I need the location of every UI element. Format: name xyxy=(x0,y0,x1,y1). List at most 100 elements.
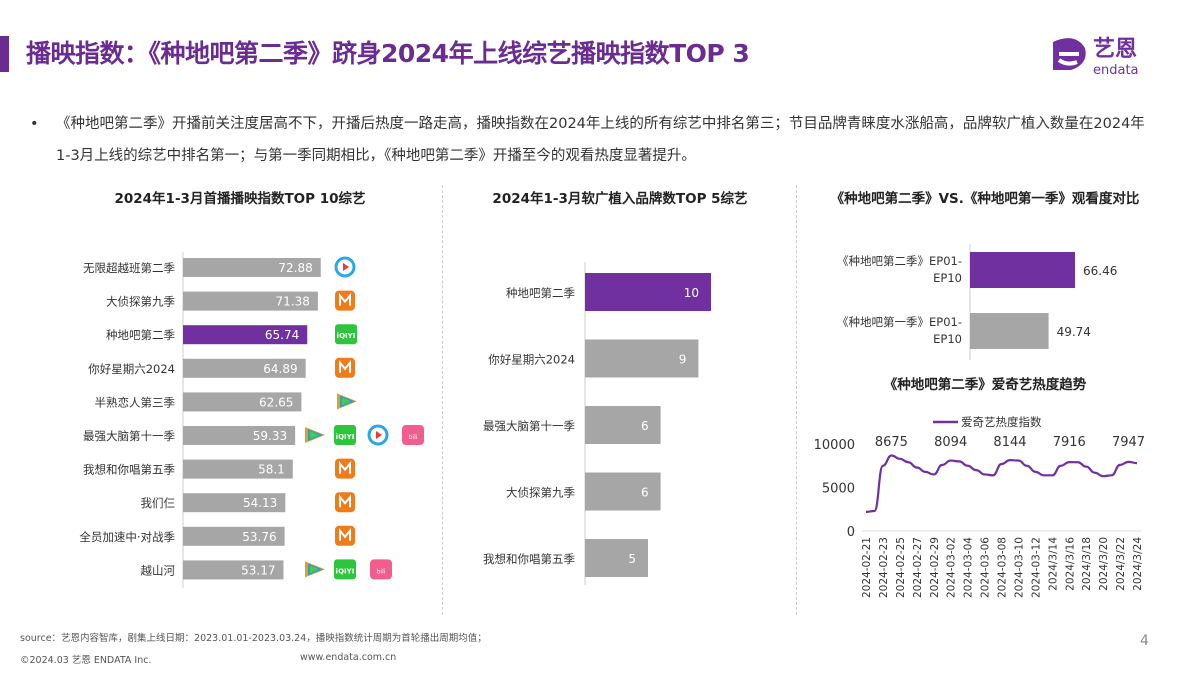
category-label: 种地吧第二季 xyxy=(106,328,175,342)
x-tick-label: 2024-02-25 xyxy=(895,537,907,598)
play-glyph xyxy=(343,263,349,271)
mango-tv-icon xyxy=(335,290,355,311)
data-label: 5 xyxy=(628,552,636,566)
data-label: 62.65 xyxy=(259,395,293,409)
divider xyxy=(796,185,797,615)
page-number: 4 xyxy=(1140,633,1149,649)
mango-tv-icon xyxy=(335,458,355,479)
category-label: 最强大脑第十一季 xyxy=(483,419,575,433)
logo-subtext: endata xyxy=(1093,63,1139,78)
iqiyi-bg xyxy=(334,559,356,580)
tencent-front xyxy=(310,565,319,574)
iqiyi-icon: iQIYI xyxy=(334,425,356,445)
x-tick-label: 2024-02-21 xyxy=(861,537,873,598)
y-tick-label: 10000 xyxy=(814,438,855,453)
youku-icon xyxy=(367,424,389,446)
category-label: 《种地吧第一季》EP01- EP10 xyxy=(837,315,962,346)
bar xyxy=(585,539,648,577)
bilibili-bg xyxy=(402,425,424,445)
copyright: ©2024.03 艺恩 ENDATA Inc. xyxy=(20,655,152,666)
title-accent-bar xyxy=(0,36,9,72)
bar xyxy=(585,472,661,511)
bar xyxy=(183,258,321,277)
data-label: 49.74 xyxy=(1057,325,1091,339)
divider xyxy=(442,185,443,615)
bar xyxy=(585,339,699,378)
category-label: 大侦探第九季 xyxy=(106,295,175,309)
category-label: 你好星期六2024 xyxy=(88,362,175,376)
endata-logo: 艺恩 endata xyxy=(1045,30,1165,80)
x-tick-label: 2024-03-06 xyxy=(980,537,992,598)
iqiyi-bg xyxy=(335,324,357,345)
chart3-title: 《种地吧第二季》VS.《种地吧第一季》观看度对比 xyxy=(830,191,1140,207)
data-label: 7916 xyxy=(1053,435,1086,450)
mango-m xyxy=(339,292,351,306)
category-label: 我想和你唱第五季 xyxy=(83,463,175,477)
data-label: 71.38 xyxy=(276,295,310,309)
mango-m xyxy=(339,528,351,541)
category-label: 大侦探第九季 xyxy=(506,486,575,500)
category-label: 《种地吧第二季》EP01- EP10 xyxy=(837,254,962,285)
data-label: 58.1 xyxy=(258,463,285,477)
data-label: 66.46 xyxy=(1083,264,1117,278)
data-label: 7947 xyxy=(1112,435,1145,450)
tencent-front xyxy=(342,397,351,406)
mango-tv-icon xyxy=(335,492,355,513)
bar xyxy=(183,325,308,345)
category-label: 全员加速中·对战季 xyxy=(79,530,175,544)
data-label: 53.17 xyxy=(241,563,275,577)
data-label: 9 xyxy=(679,353,687,367)
data-label: 53.76 xyxy=(242,530,276,544)
tencent-video-icon xyxy=(337,393,357,410)
play-glyph xyxy=(376,431,382,439)
data-label: 65.74 xyxy=(265,328,299,342)
bar xyxy=(183,291,318,311)
x-tick-label: 2024-02-27 xyxy=(912,537,924,598)
category-line: 《种地吧第一季》EP01- xyxy=(837,315,962,329)
x-tick-label: 2024/3/24 xyxy=(1132,537,1144,591)
category-label: 你好星期六2024 xyxy=(488,353,575,367)
bilibili-bg xyxy=(370,559,392,580)
data-label: 6 xyxy=(641,486,649,500)
mango-m xyxy=(339,494,351,508)
x-tick-label: 2024-03-02 xyxy=(946,537,958,598)
source-note: source：艺恩内容智库，剧集上线日期：2023.01.01-2023.03.… xyxy=(20,633,487,644)
category-line: EP10 xyxy=(933,271,962,285)
bullet-marker: • xyxy=(30,116,39,132)
category-line: EP10 xyxy=(933,332,962,346)
iqiyi-icon: iQIYI xyxy=(335,324,357,345)
x-tick-label: 2024/3/16 xyxy=(1064,537,1076,591)
data-label: 8144 xyxy=(993,435,1026,450)
bar xyxy=(585,273,711,311)
data-label: 10 xyxy=(684,286,699,300)
chart2-title: 2024年1-3月软广植入品牌数TOP 5综艺 xyxy=(492,191,748,207)
x-tick-label: 2024-03-04 xyxy=(963,537,975,598)
website-link[interactable]: www.endata.com.cn xyxy=(300,652,397,663)
tencent-front xyxy=(310,431,319,439)
youku-icon xyxy=(334,256,356,278)
y-tick-label: 0 xyxy=(847,525,855,540)
mango-tv-icon xyxy=(335,525,355,546)
data-label: 64.89 xyxy=(263,362,297,376)
bar xyxy=(970,252,1076,288)
x-tick-label: 2024-03-10 xyxy=(1013,537,1025,598)
logo-mark-icon: 艺恩 endata xyxy=(1053,36,1139,78)
x-tick-label: 2024/3/22 xyxy=(1115,537,1127,591)
bar xyxy=(183,493,286,513)
x-tick-label: 2024/3/14 xyxy=(1047,537,1059,591)
category-label: 我们仨 xyxy=(141,496,176,510)
summary-bullet: • 《种地吧第二季》开播前关注度居高不下，开播后热度一路走高，播映指数在2024… xyxy=(30,108,1150,172)
bilibili-text: bili xyxy=(377,568,386,575)
x-tick-label: 2024/3/18 xyxy=(1081,537,1093,591)
mango-m xyxy=(339,360,351,373)
bar xyxy=(585,406,661,444)
iqiyi-bg xyxy=(334,425,356,445)
category-label: 越山河 xyxy=(141,563,176,577)
iqiyi-text: iQIYI xyxy=(337,332,356,340)
x-tick-label: 2024-02-23 xyxy=(878,537,890,598)
data-label: 72.88 xyxy=(278,261,312,275)
tencent-video-icon xyxy=(305,561,325,578)
bilibili-icon: bili xyxy=(402,425,424,445)
iqiyi-icon: iQIYI xyxy=(334,559,356,580)
iqiyi-text: iQIYI xyxy=(336,567,355,575)
